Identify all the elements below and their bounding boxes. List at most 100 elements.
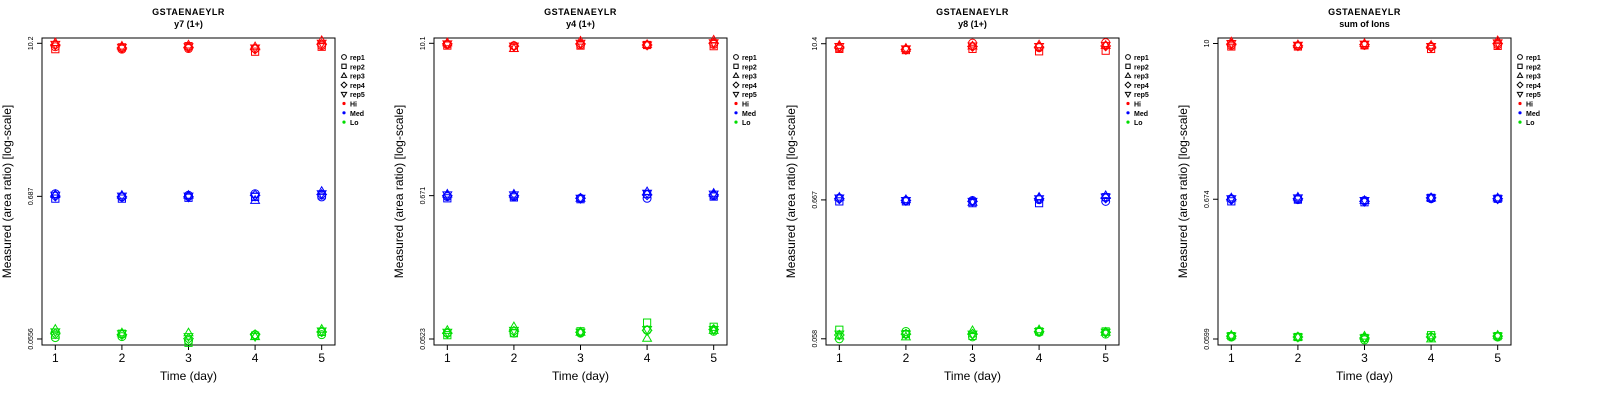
- legend-rep4-marker: [340, 81, 348, 89]
- legend-rep4-label: rep4: [1134, 83, 1149, 90]
- point-med-rep5-day2: [1292, 194, 1304, 204]
- point-med-rep3-day5: [1492, 192, 1503, 202]
- panel-3: GSTAENAEYLR y8 (1+) 1 2 3 4 5 0.058 0.667 10.4 Tim…: [784, 7, 1149, 383]
- point-lo-rep5-day5: [1100, 328, 1111, 338]
- point-med-rep1-day5: [1101, 196, 1111, 206]
- x-tick-label: 5: [710, 351, 717, 365]
- legend-lo-dot: [1126, 120, 1130, 124]
- point-lo-rep5-day1: [50, 328, 61, 338]
- legend-rep3-marker: [340, 71, 348, 78]
- legend-rep5-label: rep5: [1526, 92, 1541, 99]
- point-hi-rep2-day5: [1101, 46, 1110, 55]
- point-hi-rep5-day5: [1492, 39, 1503, 49]
- point-med-rep3-day4: [641, 186, 653, 196]
- point-hi-rep5-day4: [1033, 43, 1045, 53]
- point-hi-rep5-day2: [1292, 41, 1304, 51]
- point-lo-rep1-day5: [709, 326, 719, 336]
- legend-rep5-label: rep5: [742, 92, 757, 99]
- legend-rep5-label: rep5: [1134, 92, 1149, 99]
- chart-subtitle: y7 (1+): [174, 19, 203, 29]
- point-lo-rep5-day4: [1425, 333, 1437, 343]
- legend-rep3-label: rep3: [350, 74, 365, 81]
- point-hi-rep5-day1: [834, 43, 845, 53]
- point-med-rep5-day4: [249, 192, 261, 202]
- x-tick-label: 4: [644, 351, 651, 365]
- legend-hi-dot: [734, 101, 738, 106]
- legend-lo-label: Lo: [1526, 120, 1535, 127]
- legend-rep2-label: rep2: [1134, 64, 1149, 71]
- point-hi-rep5-day3: [1359, 40, 1370, 50]
- legend-lo-dot: [342, 120, 346, 124]
- legend-rep2-label: rep2: [350, 64, 365, 71]
- point-med-rep5-day4: [641, 189, 653, 199]
- legend-rep1-label: rep1: [350, 55, 365, 62]
- panel-2: GSTAENAEYLR y4 (1+) 1 2 3 4 5 0.0523 0.671 10.1 Ti…: [392, 7, 757, 383]
- legend-rep5-marker: [1516, 91, 1524, 98]
- plot-area: [1217, 37, 1512, 346]
- point-lo-rep5-day5: [316, 327, 327, 337]
- chart-title: GSTAENAEYLR: [936, 7, 1009, 17]
- legend-hi-label: Hi: [742, 102, 749, 109]
- point-med-rep5-day3: [183, 192, 194, 202]
- plot-area: [433, 37, 728, 346]
- point-med-rep3-day3: [575, 192, 586, 202]
- point-lo-rep5-day3: [183, 333, 194, 343]
- legend-med-label: Med: [350, 111, 364, 118]
- legend-rep2-marker: [341, 63, 347, 69]
- x-tick-label: 2: [1295, 351, 1302, 365]
- x-axis-label: Time (day): [1336, 369, 1393, 383]
- point-hi-rep5-day2: [508, 42, 520, 52]
- point-med-rep5-day3: [967, 197, 978, 207]
- point-lo-rep3-day4: [641, 332, 653, 342]
- chart-subtitle: sum of Ions: [1339, 19, 1390, 29]
- y-tick-label: 0.671: [420, 187, 427, 205]
- point-med-rep2-day4: [1426, 193, 1436, 202]
- point-lo-rep4-day1: [49, 328, 61, 340]
- y-tick-label: 10.2: [28, 36, 35, 50]
- point-lo-rep3-day2: [508, 321, 520, 331]
- x-tick-label: 5: [1102, 351, 1109, 365]
- legend-lo-dot: [1518, 120, 1522, 124]
- point-med-rep3-day4: [249, 194, 261, 204]
- x-tick-label: 1: [836, 351, 843, 365]
- point-lo-rep3-day3: [967, 324, 978, 335]
- point-lo-rep2-day2: [901, 329, 911, 339]
- panel-4: GSTAENAEYLR sum of Ions 1 2 3 4 5 0.0599 0.674 10…: [1176, 7, 1541, 383]
- legend-rep3-marker: [1516, 71, 1524, 78]
- y-tick-label: 0.667: [812, 191, 819, 209]
- point-hi-rep5-day5: [708, 39, 719, 49]
- point-lo-rep5-day2: [116, 330, 128, 340]
- legend-rep2-marker: [733, 63, 739, 69]
- point-med-rep5-day3: [1359, 196, 1370, 207]
- point-hi-rep5-day4: [641, 41, 653, 51]
- point-lo-rep4-day4: [249, 329, 261, 341]
- x-tick-label: 3: [577, 351, 584, 365]
- y-tick-label: 10.1: [420, 36, 427, 50]
- point-lo-rep5-day1: [834, 330, 845, 340]
- legend-rep1-label: rep1: [1134, 55, 1149, 62]
- legend-rep2-marker: [1125, 63, 1131, 69]
- point-med-rep3-day3: [1359, 194, 1370, 204]
- point-hi-rep5-day3: [183, 43, 194, 53]
- point-lo-rep1-day1: [50, 333, 60, 343]
- point-lo-rep3-day3: [575, 326, 586, 336]
- x-axis-label: Time (day): [160, 369, 217, 383]
- legend-rep2-label: rep2: [1526, 64, 1541, 71]
- point-lo-rep2-day1: [443, 331, 452, 340]
- point-med-rep5-day1: [834, 194, 845, 204]
- point-hi-rep5-day1: [50, 40, 61, 51]
- y-axis-label: Measured (area ratio) [log-scale]: [392, 105, 406, 278]
- x-tick-label: 1: [1228, 351, 1235, 365]
- point-med-rep5-day5: [1492, 195, 1503, 205]
- point-lo-rep3-day3: [183, 327, 194, 337]
- point-med-rep5-day1: [50, 191, 61, 201]
- x-tick-label: 5: [1494, 351, 1501, 365]
- point-med-rep2-day1: [443, 194, 452, 203]
- point-med-rep5-day2: [116, 192, 128, 202]
- legend-rep5-label: rep5: [350, 92, 365, 99]
- point-hi-rep3-day5: [316, 34, 327, 45]
- legend-hi-dot: [342, 101, 346, 106]
- point-lo-rep5-day2: [508, 326, 520, 336]
- x-tick-label: 2: [119, 351, 126, 365]
- legend-hi-dot: [1126, 101, 1130, 106]
